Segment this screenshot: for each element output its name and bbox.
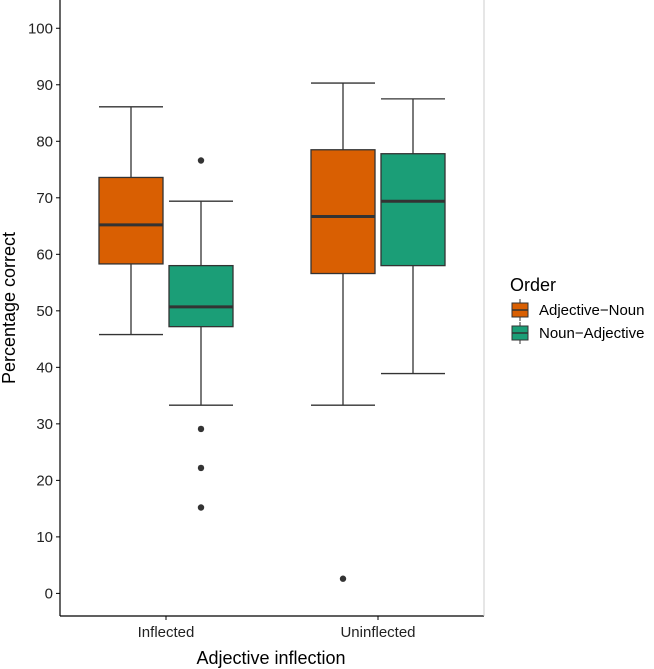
y-axis-ticks: 0 10 20 30 40 50 60 70 80 90 100 (28, 20, 60, 602)
y-tick-label: 20 (36, 472, 53, 489)
y-tick-label: 60 (36, 246, 53, 263)
box-adjective-noun-uninflected (310, 82, 376, 582)
y-tick-label: 80 (36, 133, 53, 150)
legend-key-noun-adjective (511, 322, 529, 344)
legend-label-noun-adjective: Noun−Adjective (539, 325, 644, 342)
y-tick-label: 100 (28, 20, 53, 37)
box-adjective-noun-inflected (98, 106, 164, 336)
y-tick-label: 30 (36, 416, 53, 433)
y-tick-label: 0 (45, 585, 53, 602)
y-axis-title: Percentage correct (0, 232, 19, 384)
outlier-point (197, 504, 205, 511)
y-tick-label: 90 (36, 77, 53, 94)
plot-panel (59, 0, 485, 617)
box-iqr (168, 264, 234, 328)
outlier-point (339, 575, 347, 582)
x-tick-label: Uninflected (340, 624, 415, 641)
boxplot-marks (98, 82, 446, 582)
box-noun-adjective-inflected (168, 157, 234, 511)
outlier-point (197, 464, 205, 472)
y-tick-label: 10 (36, 529, 53, 546)
legend-title: Order (510, 275, 556, 295)
x-tick-label: Inflected (138, 624, 195, 641)
y-tick-label: 50 (36, 303, 53, 320)
box-iqr (98, 176, 164, 265)
outlier-point (197, 157, 205, 164)
legend-key-adjective-noun (511, 299, 529, 321)
y-tick-label: 40 (36, 359, 53, 376)
box-iqr (380, 153, 446, 267)
legend: Order Adjective−Noun Noun−Adjective (510, 275, 644, 344)
y-tick-label: 70 (36, 190, 53, 207)
box-iqr (310, 149, 376, 275)
x-axis-title: Adjective inflection (196, 648, 345, 668)
legend-label-adjective-noun: Adjective−Noun (539, 302, 644, 319)
box-noun-adjective-uninflected (380, 98, 446, 375)
outlier-point (197, 425, 205, 433)
x-axis-ticks: Inflected Uninflected (138, 616, 416, 641)
